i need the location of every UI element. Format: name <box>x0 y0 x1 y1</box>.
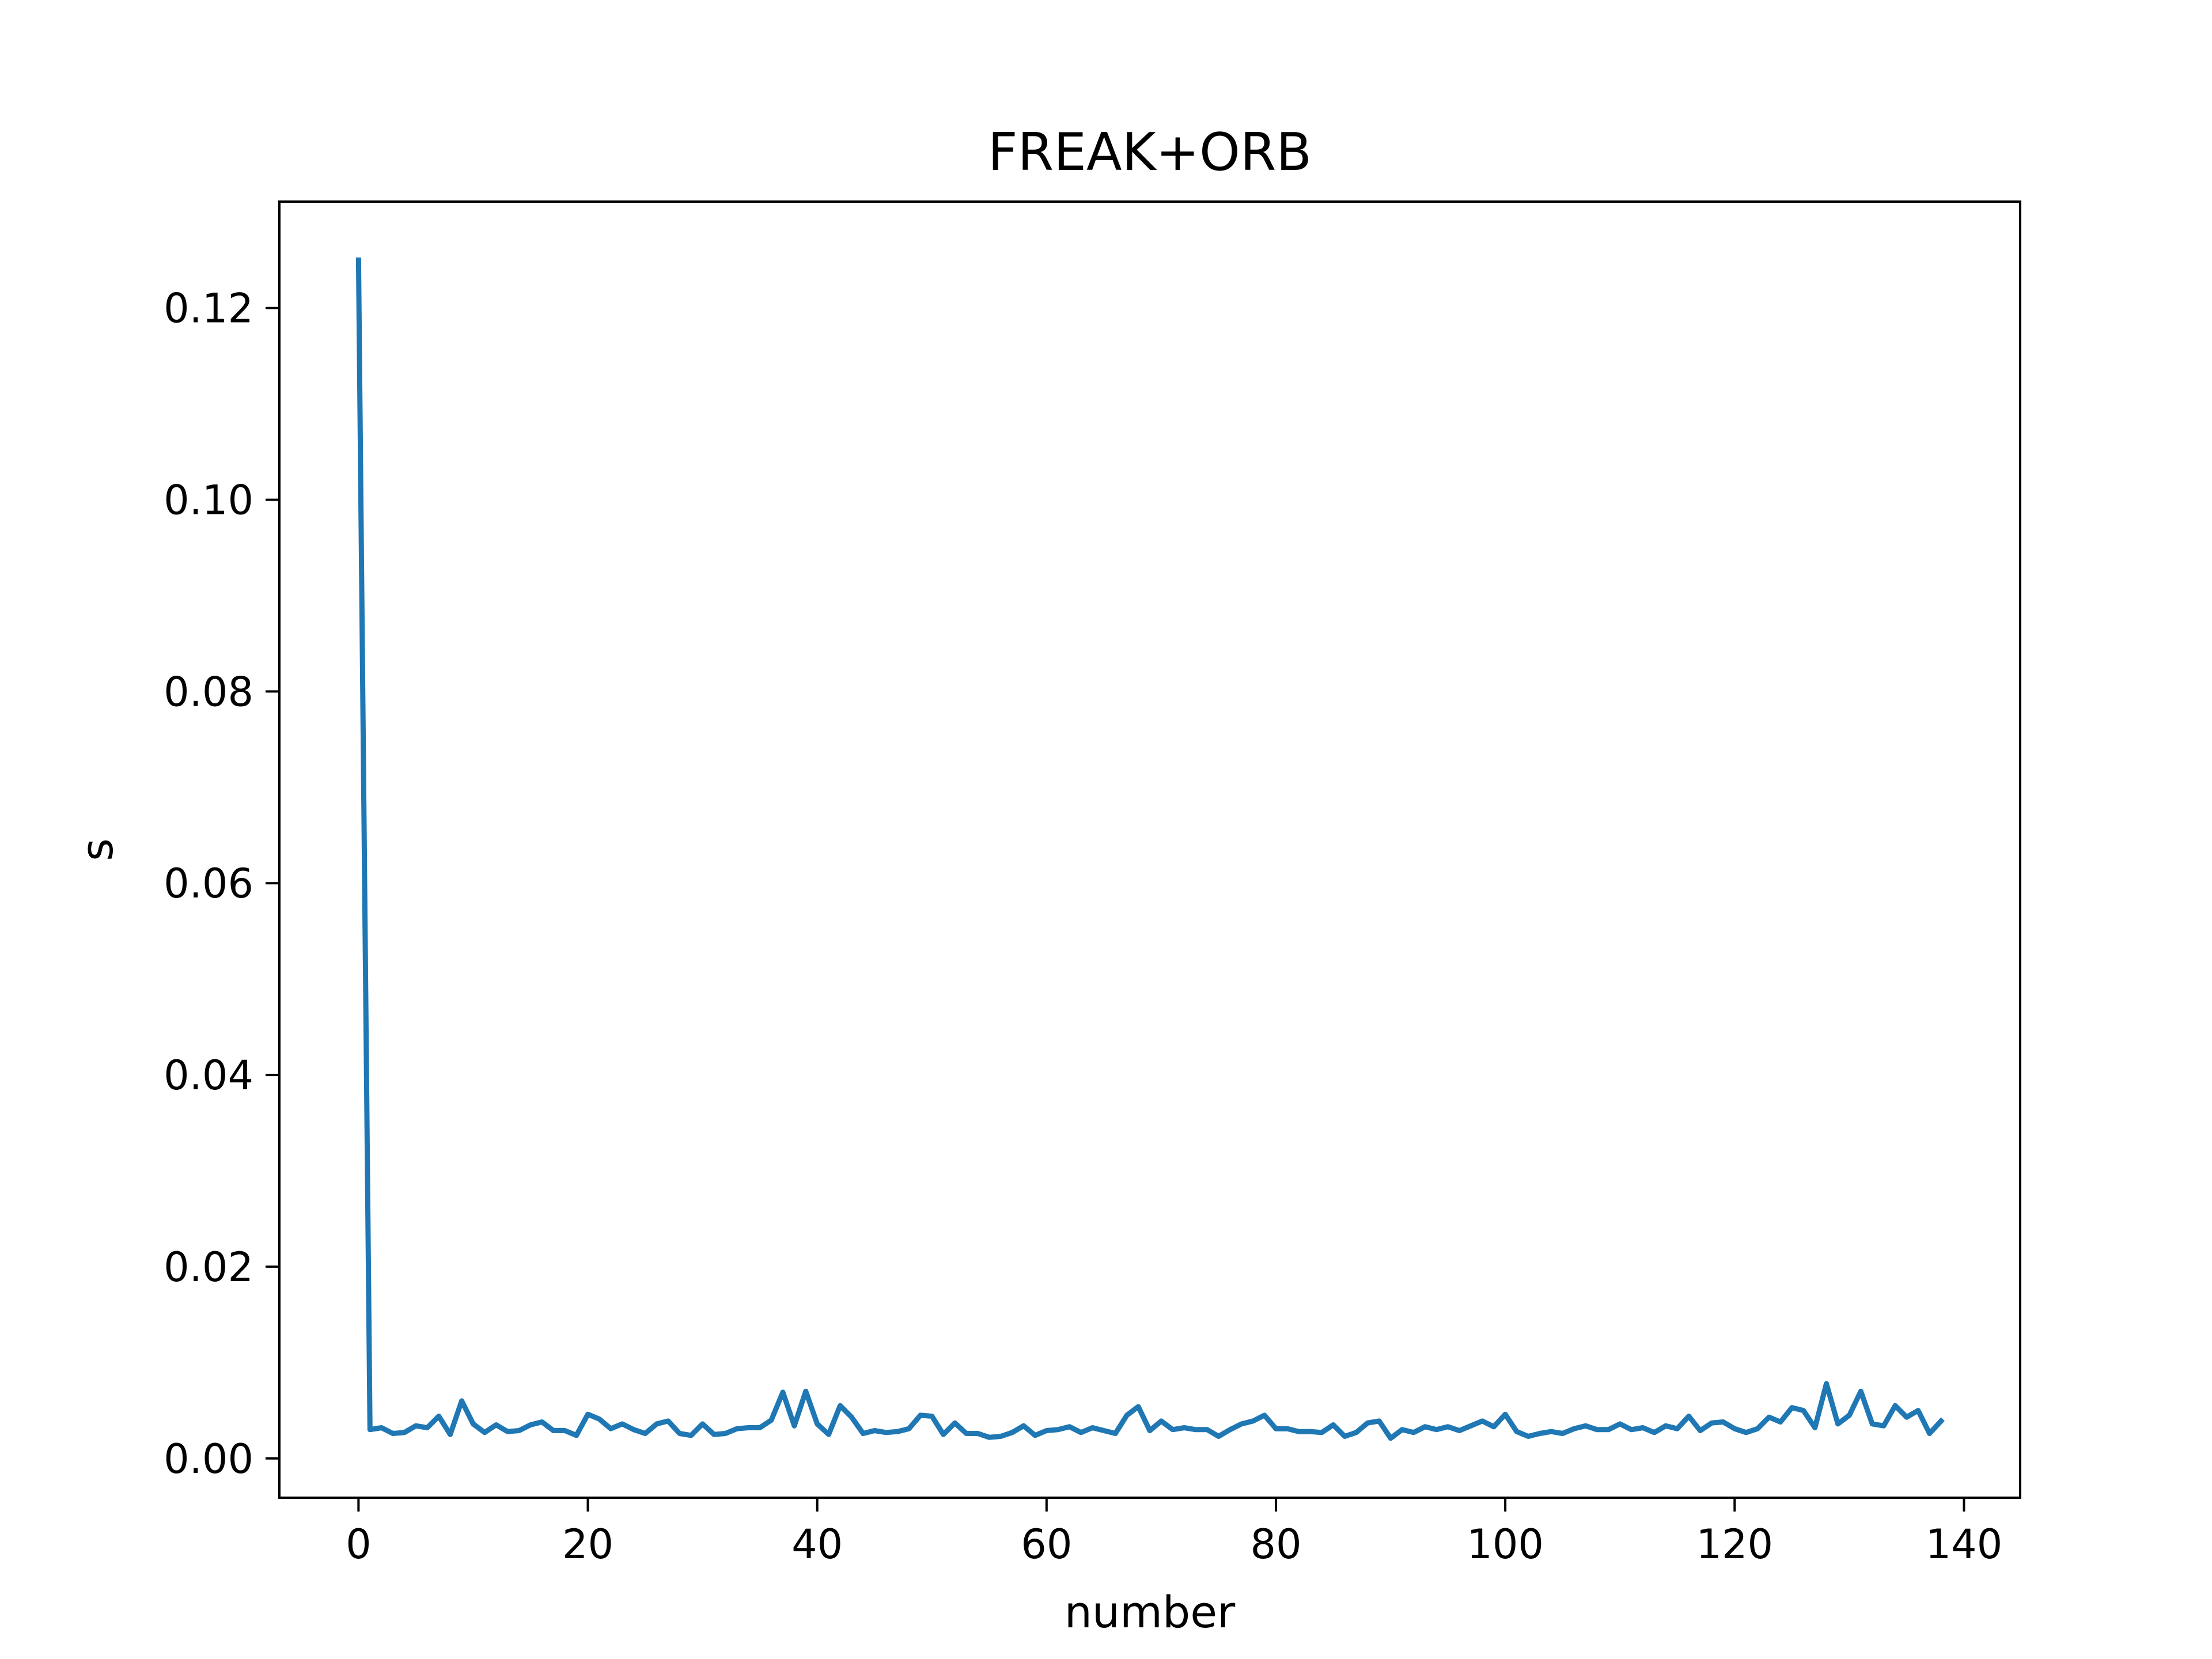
x-tick-label: 120 <box>1696 1521 1773 1568</box>
x-tick-label: 20 <box>562 1521 613 1568</box>
x-tick-label: 100 <box>1467 1521 1544 1568</box>
y-tick-label: 0.00 <box>164 1435 253 1483</box>
x-tick-label: 0 <box>346 1521 372 1568</box>
y-tick-label: 0.10 <box>164 477 253 524</box>
y-tick-label: 0.06 <box>164 860 253 907</box>
y-tick-label: 0.04 <box>164 1052 253 1099</box>
y-tick-label: 0.12 <box>164 285 253 332</box>
x-tick-label: 60 <box>1021 1521 1072 1568</box>
y-tick-label: 0.02 <box>164 1244 253 1291</box>
y-tick-label: 0.08 <box>164 668 253 715</box>
x-tick-label: 80 <box>1250 1521 1301 1568</box>
axes-frame <box>278 200 2021 1499</box>
x-tick-label: 40 <box>791 1521 843 1568</box>
plot-area <box>278 200 2021 1499</box>
series-line <box>355 257 1945 1441</box>
y-axis: 0.00 0.02 0.04 0.06 0.08 0.10 0.12 <box>164 285 279 1483</box>
x-axis-label: number <box>1065 1586 1236 1638</box>
chart-title: FREAK+ORB <box>988 122 1312 183</box>
x-tick-label: 140 <box>1926 1521 2003 1568</box>
x-axis: 0 20 40 60 80 100 120 140 <box>346 1498 2002 1568</box>
y-axis-label: s <box>71 838 123 861</box>
